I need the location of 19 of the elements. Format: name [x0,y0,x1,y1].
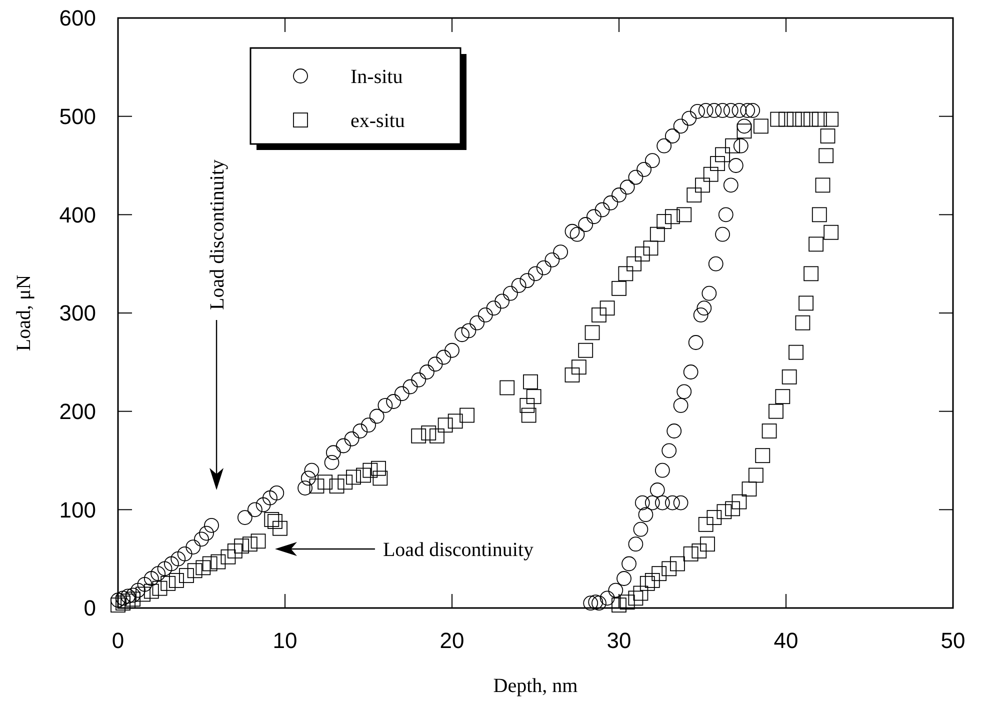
annotation: Load discontinuity [206,159,229,310]
y-tick-label: 600 [59,6,96,31]
y-tick-label: 100 [59,497,96,522]
annotation: Load discontinuity [382,539,534,561]
y-tick-label: 300 [59,300,96,326]
legend-label: ex-situ [350,110,405,132]
x-tick-label: 30 [606,628,632,653]
x-tick-label: 0 [112,628,124,653]
y-tick-label: 200 [59,399,96,424]
x-axis-title: Depth, nm [493,675,578,697]
x-tick-label: 20 [440,628,464,653]
x-tick-label: 50 [940,628,966,653]
y-tick-label: 400 [59,202,96,228]
y-tick-label: 0 [84,596,96,621]
x-tick-label: 40 [774,628,798,653]
y-tick-label: 500 [59,104,96,130]
legend-label: In-situ [350,66,403,88]
x-tick-label: 10 [272,628,298,653]
y-axis-title: Load, μN [13,274,35,352]
